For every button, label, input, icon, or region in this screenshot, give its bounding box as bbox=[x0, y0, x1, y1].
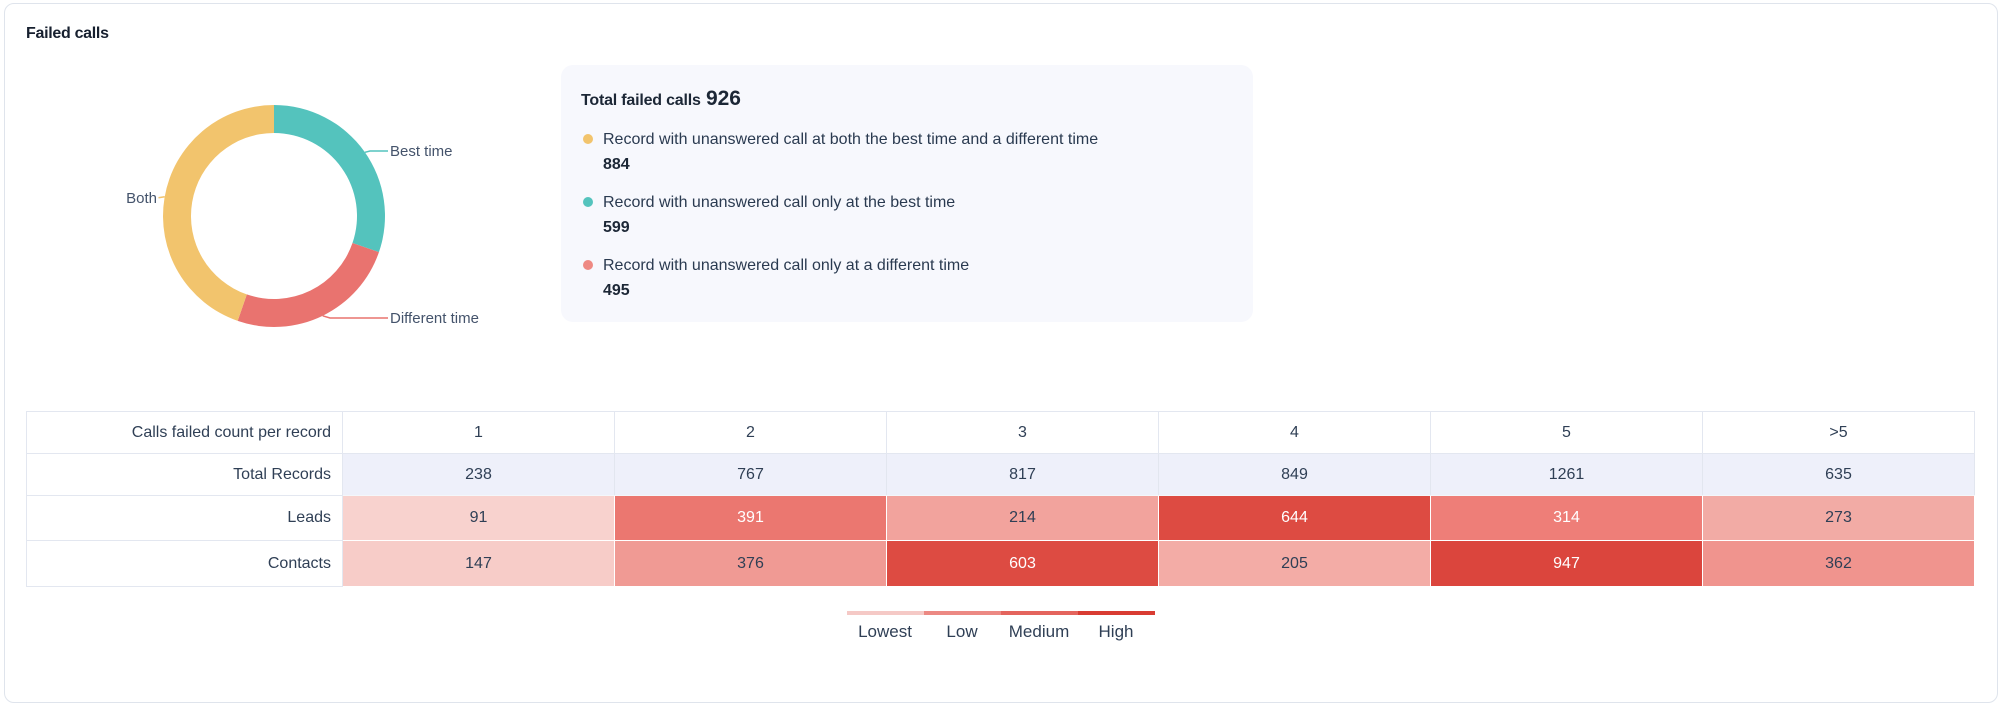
svg-text:Different time: Different time bbox=[390, 310, 479, 327]
svg-text:Best time: Best time bbox=[390, 143, 453, 160]
svg-text:Both: Both bbox=[126, 190, 157, 207]
